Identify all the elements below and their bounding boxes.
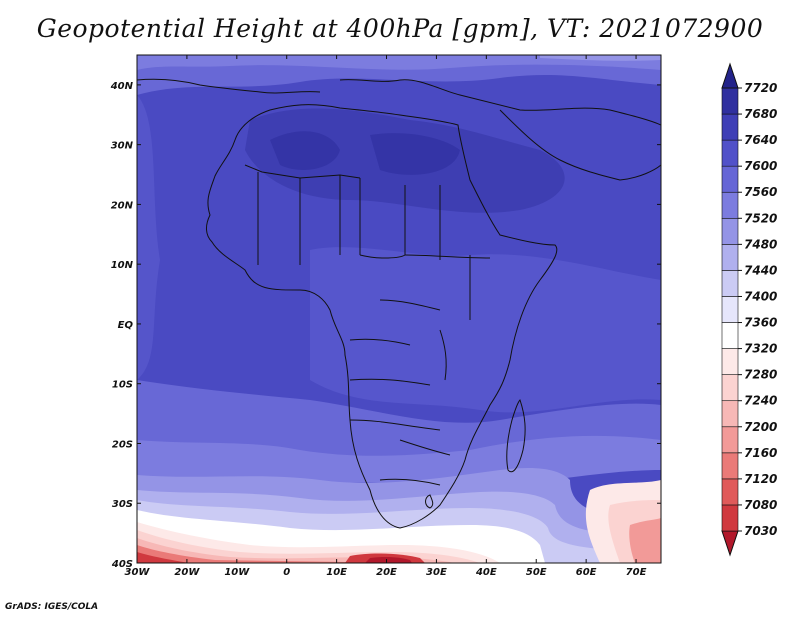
colorbar-label: 7160	[744, 446, 777, 460]
lon-tick-label: 10E	[326, 567, 347, 578]
map-frame	[136, 54, 662, 564]
colorbar-box	[721, 165, 739, 193]
colorbar-box	[721, 244, 739, 271]
colorbar-box	[721, 113, 739, 141]
lat-tick-label: 30S	[112, 499, 133, 510]
lon-tick-label: 30W	[125, 567, 151, 578]
colorbar-box	[721, 217, 739, 245]
colorbar-label: 7680	[744, 107, 777, 121]
colorbar-box	[721, 139, 739, 167]
lat-tick-label: 20N	[111, 200, 134, 211]
colorbar-box	[721, 504, 739, 532]
colorbar-box	[721, 426, 739, 454]
colorbar-label: 7120	[744, 472, 777, 486]
colorbar-box	[721, 191, 739, 219]
map-area	[137, 55, 661, 563]
lat-tick-label: EQ	[118, 320, 134, 331]
colorbar-label: 7520	[744, 211, 777, 225]
lon-tick-label: 60E	[576, 567, 597, 578]
lon-tick-label: 20W	[174, 567, 200, 578]
colorbar-label: 7030	[744, 524, 777, 538]
colorbar-label: 7640	[744, 133, 777, 147]
colorbar-box	[721, 87, 739, 115]
colorbar-label: 7440	[744, 263, 777, 277]
lon-tick-label: 10W	[224, 567, 250, 578]
lon-tick-label: 50E	[526, 567, 547, 578]
colorbar-box	[721, 322, 739, 349]
colorbar-label: 7320	[744, 342, 777, 356]
lat-tick-label: 10S	[112, 380, 133, 391]
coastlines	[137, 78, 661, 529]
lat-tick-label: 30N	[111, 141, 134, 152]
colorbar-label: 7720	[744, 81, 777, 95]
colorbar-box	[721, 400, 739, 428]
colorbar-label: 7400	[744, 289, 777, 303]
lon-tick-label: 70E	[626, 567, 647, 578]
colorbar-box	[721, 296, 739, 323]
colorbar-label: 7360	[744, 316, 777, 330]
colorbar: 7030 7080 7120 7160 7200 7240 7280 7320 7360 7400…	[721, 62, 777, 557]
colorbar-label: 7600	[744, 159, 777, 173]
lat-tick-label: 40S	[111, 559, 133, 570]
colorbar-label: 7280	[744, 368, 777, 382]
lat-axis: 40N 30N 20N 10N EQ 10S 20S 30S 40S	[110, 81, 661, 570]
lon-tick-label: 20E	[376, 567, 397, 578]
lat-tick-label: 40N	[110, 81, 134, 92]
colorbar-max-triangle	[721, 62, 739, 89]
lat-tick-label: 10N	[111, 260, 134, 271]
colorbar-label: 7240	[744, 394, 777, 408]
colorbar-min-triangle	[721, 530, 739, 557]
lon-tick-label: 30E	[426, 567, 447, 578]
lon-axis: 30W 20W 10W 0 10E 20E 30E 40E 50E 60E 70E	[125, 55, 647, 578]
colorbar-box	[721, 348, 739, 375]
lon-tick-label: 0	[283, 567, 290, 578]
colorbar-box	[721, 478, 739, 506]
colorbar-label: 7200	[744, 420, 777, 434]
lon-tick-label: 40E	[475, 567, 497, 578]
lat-tick-label: 20S	[112, 439, 133, 450]
colorbar-label: 7080	[744, 498, 777, 512]
page-title: Geopotential Height at 400hPa [gpm], VT:…	[36, 14, 764, 43]
colorbar-box	[721, 270, 739, 297]
colorbar-label: 7480	[744, 237, 777, 251]
colorbar-label: 7560	[744, 185, 777, 199]
colorbar-box	[721, 374, 739, 402]
credit-text: GrADS: IGES/COLA	[5, 602, 99, 612]
colorbar-box	[721, 452, 739, 480]
